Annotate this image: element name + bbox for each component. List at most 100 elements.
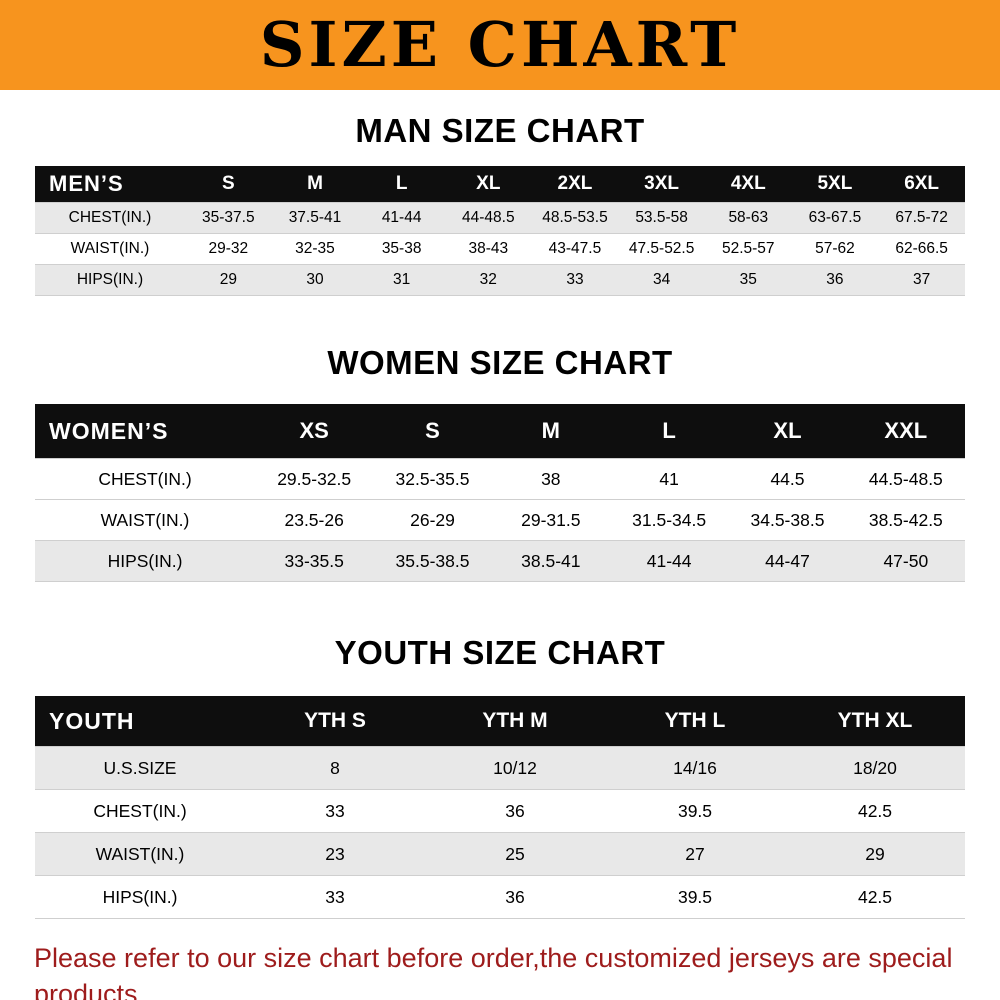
- row-label: WAIST(IN.): [95, 843, 185, 864]
- column-header: S: [185, 166, 272, 203]
- men-size-table: MEN’S S M L XL 2XL 3XL 4XL 5XL 6XL CHEST(IN.) 35-37…: [35, 166, 965, 296]
- table-cell: 36: [505, 886, 525, 907]
- table-cell: 27: [685, 843, 705, 864]
- table-cell: 38.5-41: [521, 550, 581, 571]
- table-cell: 44.5-48.5: [868, 468, 943, 489]
- table-cell: 35-38: [381, 240, 422, 257]
- column-header: XL: [444, 166, 532, 203]
- column-header: 2XL: [531, 166, 619, 203]
- table-cell: 25: [505, 843, 525, 864]
- table-header-row: YOUTH YTH S YTH M YTH L YTH XL: [35, 696, 965, 747]
- disclaimer-line-1: Please refer to our size chart before or…: [34, 943, 953, 1000]
- column-header: M: [271, 166, 359, 203]
- column-header: 4XL: [704, 166, 792, 203]
- row-label: CHEST(IN.): [98, 468, 192, 489]
- row-label: HIPS(IN.): [102, 886, 178, 907]
- table-cell: 53.5-58: [635, 209, 688, 226]
- youth-size-table: YOUTH YTH S YTH M YTH L YTH XL U.S.SIZE 8 10/12…: [35, 696, 965, 919]
- table-cell: 35-37.5: [202, 209, 255, 226]
- size-chart-banner: SIZE CHART: [0, 0, 1000, 90]
- table-cell: 42.5: [857, 886, 893, 907]
- table-cell: 41-44: [381, 209, 422, 226]
- table-cell: 33: [325, 800, 345, 821]
- table-cell: 36: [505, 800, 525, 821]
- table-row: HIPS(IN.) 33 36 39.5 42.5: [35, 875, 965, 919]
- disclaimer: Please refer to our size chart before or…: [34, 941, 972, 1000]
- table-cell: 18/20: [853, 757, 897, 778]
- table-cell: 29: [219, 271, 237, 288]
- column-header: XS: [255, 404, 374, 459]
- table-cell: 58-63: [728, 209, 769, 226]
- table-header-row: MEN’S S M L XL 2XL 3XL 4XL 5XL 6XL: [35, 166, 965, 203]
- table-cell: 34.5-38.5: [750, 509, 825, 530]
- column-header: 5XL: [791, 166, 879, 203]
- section-heading-man: MAN SIZE CHART: [355, 112, 645, 149]
- table-row: HIPS(IN.) 29 30 31 32 33 34 35 36 37: [35, 264, 965, 296]
- column-header: YTH M: [425, 696, 605, 747]
- table-cell: 30: [306, 271, 324, 288]
- table-cell: 10/12: [493, 757, 537, 778]
- table-cell: 37: [913, 271, 931, 288]
- table-cell: 48.5-53.5: [542, 209, 608, 226]
- row-label: HIPS(IN.): [107, 550, 183, 571]
- column-header: XXL: [846, 404, 965, 459]
- table-cell: 29-32: [208, 240, 249, 257]
- table-cell: 44-48.5: [462, 209, 515, 226]
- table-cell: 41-44: [646, 550, 692, 571]
- table-cell: 42.5: [857, 800, 893, 821]
- table-row: WAIST(IN.) 23.5-26 26-29 29-31.5 31.5-34.5 34…: [35, 499, 965, 541]
- table-cell: 62-66.5: [895, 240, 948, 257]
- table-row: CHEST(IN.) 35-37.5 37.5-41 41-44 44-48.5 48.5…: [35, 202, 965, 234]
- table-cell: 35: [739, 271, 757, 288]
- table-cell: 38-43: [468, 240, 509, 257]
- table-cell: 8: [330, 757, 340, 778]
- table-cell: 43-47.5: [548, 240, 602, 257]
- table-cell: 38.5-42.5: [868, 509, 943, 530]
- column-header: 3XL: [618, 166, 705, 203]
- column-header: YTH L: [605, 696, 785, 747]
- table-cell: 33-35.5: [284, 550, 344, 571]
- table-cell: 52.5-57: [721, 240, 775, 257]
- column-header: S: [373, 404, 492, 459]
- row-label: WAIST(IN.): [70, 240, 150, 257]
- table-cell: 32: [479, 271, 497, 288]
- table-cell: 47.5-52.5: [628, 240, 695, 257]
- column-header: M: [491, 404, 610, 459]
- table-cell: 29-31.5: [521, 509, 581, 530]
- row-label: CHEST(IN.): [68, 209, 152, 226]
- row-label: WAIST(IN.): [100, 509, 190, 530]
- women-size-table: WOMEN’S XS S M L XL XXL CHEST(IN.) 29.5-32.5 32.5…: [35, 404, 965, 582]
- table-title-cell: WOMEN’S: [35, 404, 255, 459]
- table-cell: 44-47: [765, 550, 810, 571]
- table-row: CHEST(IN.) 33 36 39.5 42.5: [35, 789, 965, 833]
- table-cell: 33: [325, 886, 345, 907]
- table-cell: 57-62: [815, 240, 855, 257]
- table-cell: 36: [826, 271, 844, 288]
- row-label: HIPS(IN.): [76, 271, 144, 288]
- table-cell: 39.5: [677, 800, 713, 821]
- table-row: WAIST(IN.) 29-32 32-35 35-38 38-43 43-47.5 47.…: [35, 233, 965, 265]
- table-cell: 32.5-35.5: [395, 468, 470, 489]
- table-cell: 41: [659, 468, 679, 489]
- table-title-cell: YOUTH: [35, 696, 245, 747]
- table-cell: 23.5-26: [284, 509, 344, 530]
- column-header: L: [358, 166, 445, 203]
- table-cell: 47-50: [883, 550, 929, 571]
- table-cell: 38: [541, 468, 561, 489]
- table-cell: 34: [652, 271, 671, 288]
- column-header: L: [609, 404, 729, 459]
- section-heading-women: WOMEN SIZE CHART: [327, 344, 673, 381]
- table-row: HIPS(IN.) 33-35.5 35.5-38.5 38.5-41 41-44 44-…: [35, 540, 965, 582]
- table-header-row: WOMEN’S XS S M L XL XXL: [35, 404, 965, 459]
- table-cell: 37.5-41: [288, 209, 342, 226]
- table-cell: 23: [325, 843, 345, 864]
- page-title: SIZE CHART: [259, 8, 741, 81]
- table-cell: 35.5-38.5: [395, 550, 470, 571]
- table-cell: 63-67.5: [808, 209, 862, 226]
- table-cell: 29.5-32.5: [277, 468, 352, 489]
- table-row: WAIST(IN.) 23 25 27 29: [35, 832, 965, 876]
- table-row: CHEST(IN.) 29.5-32.5 32.5-35.5 38 41 44.5 44.5…: [35, 458, 965, 500]
- table-cell: 14/16: [673, 757, 717, 778]
- table-title-cell: MEN’S: [35, 166, 185, 203]
- table-cell: 31: [393, 271, 411, 288]
